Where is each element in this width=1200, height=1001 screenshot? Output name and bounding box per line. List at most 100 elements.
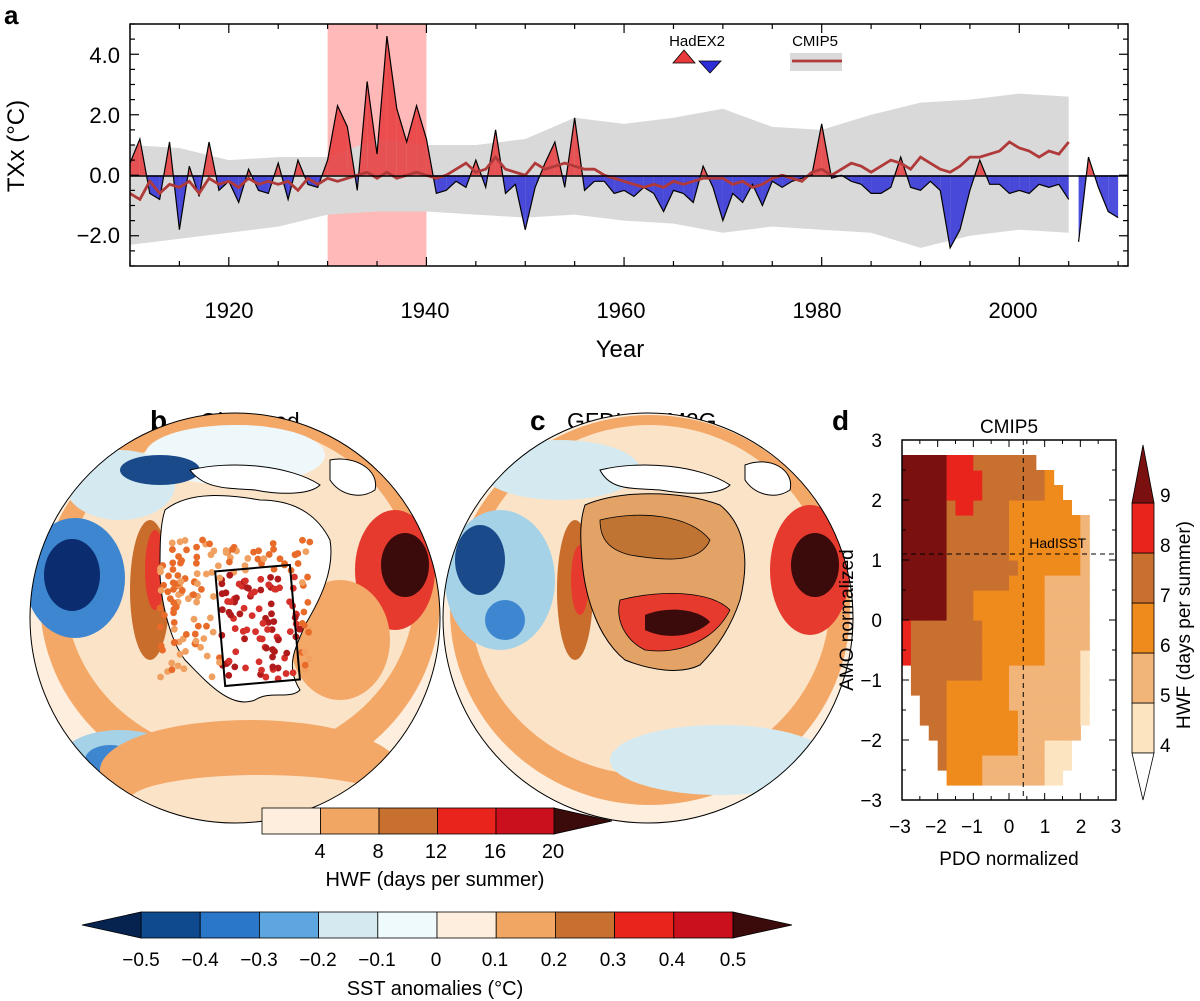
- station-dot: [267, 600, 275, 608]
- hwf-cell: [1035, 740, 1046, 756]
- d-cb-bin-6: [1131, 602, 1155, 654]
- station-dot: [265, 581, 273, 589]
- hwf-cell: [1009, 710, 1019, 726]
- hwf-cell: [1026, 500, 1037, 516]
- sst-cb-bin-8: [614, 911, 675, 939]
- hwf-cell: [910, 605, 921, 621]
- hwf-cell: [910, 650, 921, 666]
- panel-a-timeseries: a 4.0 2.0 0.0 −2.0 1920 1940 1960 1980 2…: [3, 0, 1129, 363]
- hwf-cell: [937, 515, 948, 531]
- hadex2-line: [129, 36, 1119, 250]
- station-dot: [168, 666, 176, 674]
- hadex2-area-2001-0: [1029, 175, 1040, 194]
- hwf-cell: [1009, 455, 1019, 471]
- hwf-cell: [982, 560, 992, 576]
- hwf-cell: [946, 470, 957, 486]
- hwf-cell: [973, 515, 983, 531]
- hwf-cell: [964, 695, 974, 711]
- hwf-cell: [1053, 680, 1064, 696]
- hadex2-area-1937-0: [396, 108, 407, 176]
- hwf-cell: [902, 560, 912, 576]
- station-dot: [157, 673, 164, 681]
- hwf-cell: [1062, 620, 1073, 636]
- hwf-cell: [955, 635, 966, 651]
- hwf-cell: [928, 605, 939, 621]
- hwf-cell: [973, 755, 983, 771]
- hwf-cell: [1053, 530, 1064, 546]
- hadex2-area-2002-0: [1039, 175, 1049, 188]
- station-dot: [255, 658, 263, 666]
- hwf-cell: [1071, 605, 1081, 621]
- station-dot: [301, 666, 309, 674]
- station-dot: [232, 648, 240, 656]
- hwf-cell: [1053, 485, 1064, 501]
- station-dot: [169, 566, 177, 573]
- station-dot: [182, 630, 190, 638]
- station-dot: [250, 548, 258, 556]
- hwf-cell: [1071, 650, 1081, 666]
- hwf-cell: [991, 575, 1001, 591]
- hwf-cell: [1080, 590, 1090, 606]
- hwf-cell: [1062, 605, 1073, 621]
- sst-tick-0: −0.5: [122, 950, 160, 971]
- hwf-cell: [991, 620, 1001, 636]
- hwf-cb-end-triangle: [553, 807, 613, 835]
- hwf-cell: [946, 530, 957, 546]
- hwf-cell: [1062, 560, 1073, 576]
- station-dot: [274, 575, 282, 583]
- hwf-cell: [1080, 680, 1090, 696]
- station-dot: [193, 570, 201, 578]
- hwf-cell: [910, 590, 921, 606]
- station-dot: [209, 628, 217, 636]
- hwf-cell: [1071, 710, 1081, 726]
- hwf-cell: [973, 710, 983, 726]
- hwf-cell: [1000, 740, 1010, 756]
- sst-cb-right-triangle: [732, 911, 793, 939]
- hadex2-area-1931-0: [337, 105, 348, 176]
- d-cb-tick-7: 7: [1160, 586, 1171, 607]
- hwf-cell: [937, 530, 948, 546]
- hwf-cell: [1035, 635, 1046, 651]
- hwf-cell: [919, 500, 930, 516]
- station-dot: [164, 588, 172, 596]
- station-dot: [176, 538, 184, 546]
- hwf-cell: [902, 635, 912, 651]
- hwf-cell: [1009, 485, 1019, 501]
- hwf-cell: [937, 620, 948, 636]
- hwf-cell: [982, 545, 992, 561]
- hwf-cell: [1000, 455, 1010, 471]
- hwf-cell: [1026, 665, 1037, 681]
- hwf-cell: [902, 515, 912, 531]
- hadex2-area-1969-0: [712, 175, 723, 221]
- hwf-cell: [902, 530, 912, 546]
- hwf-cell: [902, 620, 912, 636]
- hwf-cell: [928, 560, 939, 576]
- hwf-cell: [1035, 575, 1046, 591]
- hwf-cell: [1035, 590, 1046, 606]
- station-dot: [225, 671, 233, 679]
- hwf-cell: [1053, 500, 1064, 516]
- hwf-cell: [1017, 545, 1028, 561]
- hwf-cell: [1026, 530, 1037, 546]
- hwf-cell: [1044, 620, 1055, 636]
- hwf-cb-bin-0: [261, 807, 321, 835]
- hwf-cb-tick-12: 12: [425, 841, 447, 863]
- hwf-cell: [1044, 740, 1055, 756]
- hwf-cell: [1017, 515, 1028, 531]
- hwf-cell: [902, 650, 912, 666]
- hwf-cell: [1044, 725, 1055, 741]
- hwf-cell: [928, 530, 939, 546]
- hwf-cell: [937, 575, 948, 591]
- hwf-cell: [1062, 530, 1073, 546]
- hadex2-area-1950-0: [525, 175, 536, 230]
- hwf-cell: [973, 740, 983, 756]
- hwf-cell: [1035, 665, 1046, 681]
- hwf-cell: [928, 680, 939, 696]
- panel-a-ytick-m2: −2.0: [77, 223, 120, 248]
- hwf-cell: [928, 590, 939, 606]
- hwf-cell: [955, 470, 966, 486]
- hwf-cell: [928, 485, 939, 501]
- station-dot: [226, 598, 234, 606]
- hwf-cell: [1026, 455, 1037, 471]
- hwf-cell: [982, 500, 992, 516]
